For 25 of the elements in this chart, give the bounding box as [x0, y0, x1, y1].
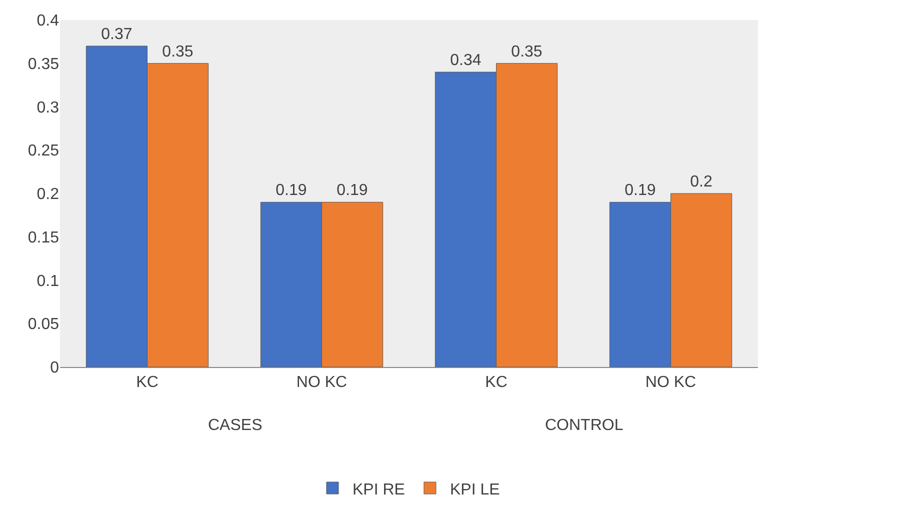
x-tick-label: NO KC — [645, 374, 696, 392]
y-tick-label: 0.35 — [28, 56, 60, 73]
y-tick-label: 0.3 — [36, 99, 60, 116]
data-label: 0.37 — [101, 26, 132, 44]
y-tick-label: 0.05 — [28, 316, 60, 334]
text: CASES — [208, 417, 262, 434]
legend-label: KPI LE — [450, 481, 500, 498]
legend-label: KPI RE — [352, 481, 405, 498]
data-label: 0.19 — [336, 182, 368, 200]
y-tick-label: 0.25 — [28, 142, 60, 160]
y-tick-label: 0.2 — [36, 186, 60, 204]
y-tick-label: 0.1 — [36, 272, 60, 290]
data-label: 0.35 — [511, 43, 542, 60]
x-tick-label: KC — [485, 374, 508, 392]
x-tick-label: NO KC — [296, 374, 348, 392]
x-tick-label: KC — [136, 374, 158, 392]
data-label: 0.19 — [276, 182, 307, 200]
y-tick-label: 0.4 — [36, 12, 60, 30]
y-tick-label: 0 — [50, 360, 60, 377]
data-label: 0.2 — [690, 174, 712, 190]
data-label: 0.34 — [450, 52, 482, 70]
y-tick-label: 0.15 — [28, 229, 60, 246]
data-label: 0.19 — [624, 182, 656, 200]
data-label: 0.35 — [162, 43, 194, 60]
text: CONTROL — [545, 417, 624, 434]
